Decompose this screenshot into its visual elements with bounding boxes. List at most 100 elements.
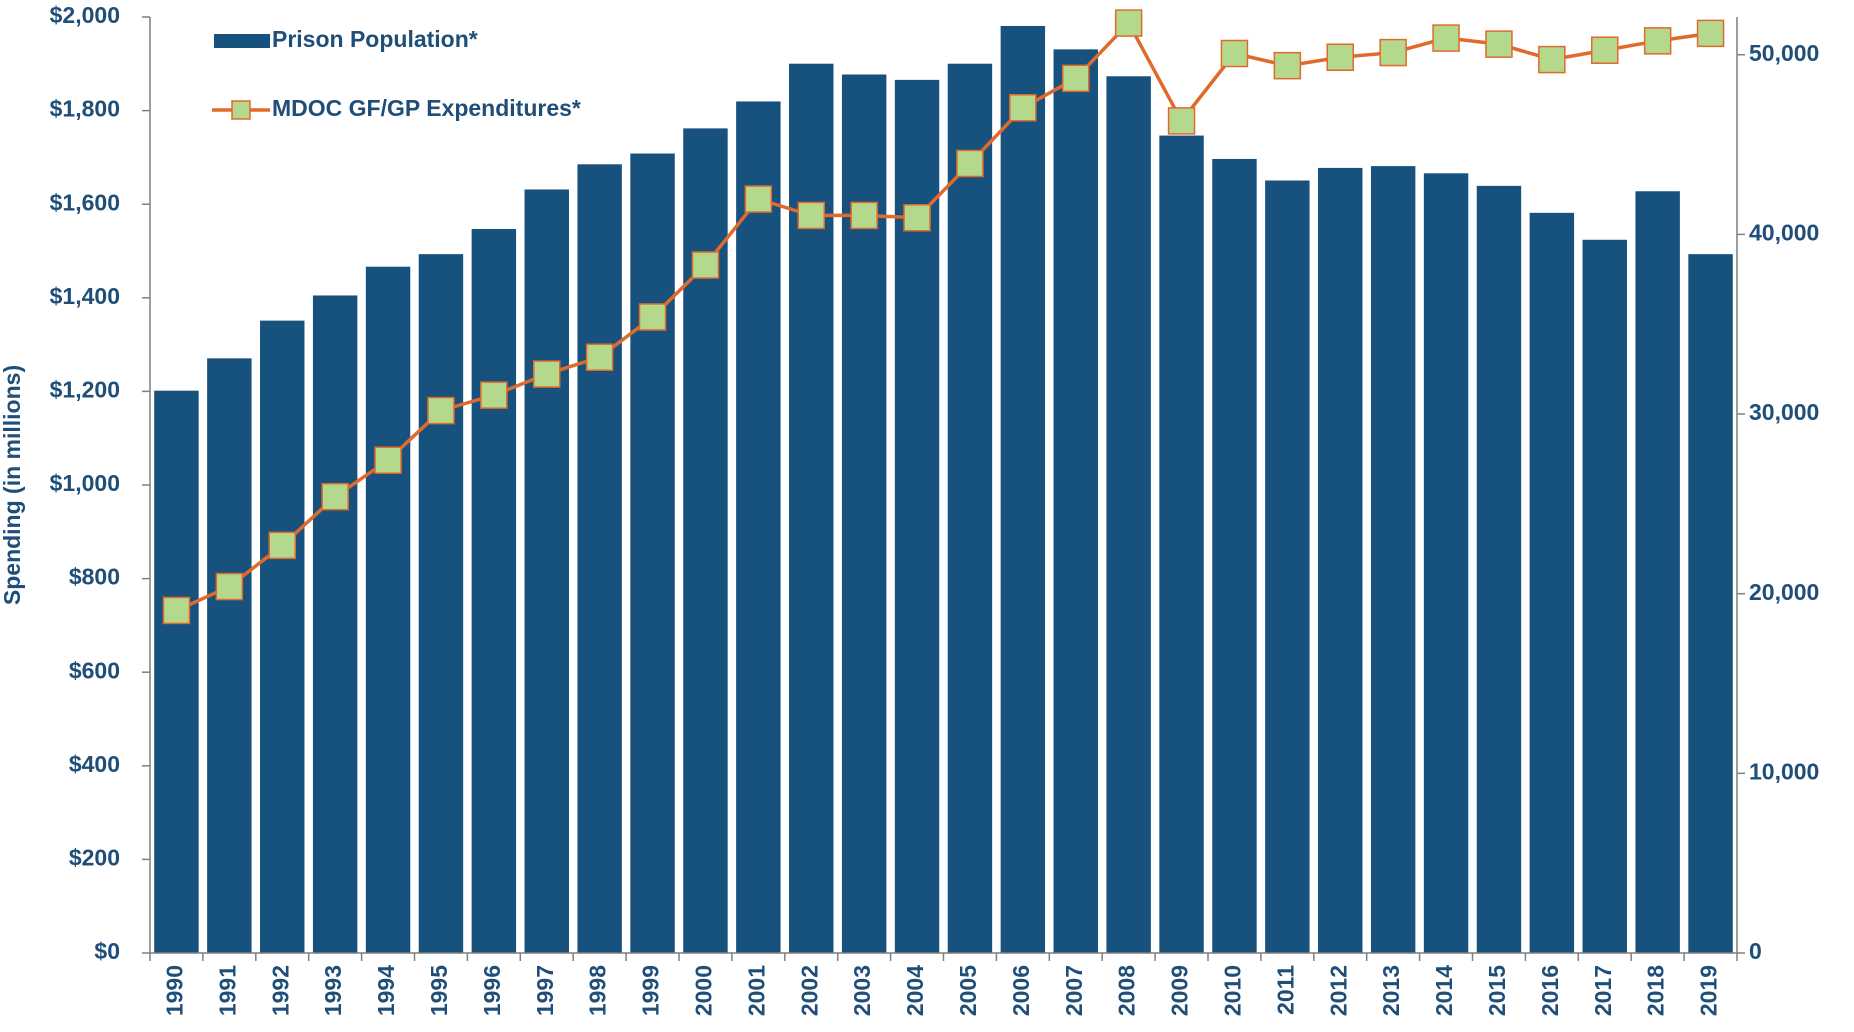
- y-tick-label: $600: [69, 657, 120, 683]
- x-tick-label: 2002: [796, 965, 822, 1016]
- y-tick-label: $1,000: [50, 470, 120, 496]
- marker: [797, 201, 825, 230]
- bar: [1159, 135, 1204, 954]
- x-tick-label: 2014: [1431, 965, 1457, 1016]
- x-tick-label: 1994: [373, 965, 399, 1016]
- bar: [1212, 158, 1257, 953]
- bar: [947, 63, 993, 953]
- x-tick-label: 2015: [1484, 965, 1510, 1016]
- y2-tick-label: 50,000: [1749, 40, 1819, 66]
- x-tick-label: 2003: [849, 965, 875, 1016]
- x-tick-label: 1993: [320, 965, 346, 1016]
- y2-tick-label: 30,000: [1749, 399, 1819, 425]
- x-tick-label: 2004: [902, 965, 928, 1016]
- marker: [162, 596, 191, 625]
- marker: [1167, 107, 1196, 135]
- bar: [1582, 239, 1627, 953]
- bar: [1476, 185, 1522, 953]
- marker: [691, 251, 720, 279]
- bar: [1529, 212, 1575, 953]
- bar: [1053, 49, 1098, 953]
- bar: [418, 254, 464, 954]
- marker: [744, 185, 773, 213]
- marker: [1643, 27, 1672, 55]
- y-tick-label: $1,400: [50, 283, 120, 309]
- marker: [585, 343, 614, 371]
- bar: [1318, 167, 1363, 953]
- y-tick-label: $400: [69, 751, 120, 777]
- x-tick-label: 2012: [1325, 965, 1351, 1016]
- y-tick-label: $1,600: [50, 189, 120, 215]
- bar: [1370, 166, 1416, 953]
- marker: [638, 303, 667, 331]
- x-tick-label: 2017: [1590, 965, 1616, 1016]
- x-tick-label: 2000: [691, 965, 717, 1016]
- y2-tick-label: 0: [1749, 938, 1762, 964]
- x-tick-label: 2005: [955, 965, 981, 1016]
- x-tick-label: 1999: [638, 965, 664, 1016]
- bar: [1688, 254, 1733, 954]
- marker: [1009, 94, 1037, 122]
- x-tick-label: 2007: [1061, 965, 1087, 1016]
- marker: [533, 360, 561, 388]
- marker: [1538, 45, 1566, 74]
- marker: [1273, 51, 1302, 80]
- marker: [850, 201, 878, 230]
- x-tick-label: 1998: [585, 965, 611, 1016]
- x-tick-label: 1995: [426, 965, 452, 1016]
- legend-swatch: [231, 100, 251, 120]
- marker: [215, 572, 244, 601]
- bar: [471, 228, 517, 954]
- marker: [1696, 19, 1725, 48]
- bar: [1000, 25, 1046, 953]
- bar: [524, 189, 569, 953]
- x-tick-label: 2006: [1008, 965, 1034, 1016]
- x-tick-label: 2013: [1378, 965, 1404, 1016]
- x-tick-label: 1996: [479, 965, 505, 1016]
- marker: [1591, 36, 1619, 64]
- marker: [268, 531, 296, 560]
- bar: [1423, 173, 1469, 953]
- y-tick-label: $0: [94, 938, 120, 964]
- x-tick-label: 2016: [1537, 965, 1563, 1016]
- marker: [1379, 38, 1407, 67]
- bar: [577, 164, 622, 953]
- bar: [1265, 180, 1310, 954]
- bar: [207, 358, 252, 953]
- x-tick-label: 2001: [743, 965, 769, 1016]
- bar: [154, 390, 199, 953]
- marker: [1062, 64, 1090, 93]
- x-tick-label: 1990: [162, 965, 188, 1016]
- bar: [1635, 191, 1680, 953]
- y2-tick-label: 10,000: [1749, 758, 1819, 784]
- x-tick-label: 2019: [1696, 965, 1722, 1016]
- x-tick-label: 2008: [1114, 965, 1140, 1016]
- bar: [736, 101, 781, 953]
- x-tick-label: 2011: [1272, 965, 1298, 1015]
- x-tick-label: 2018: [1643, 965, 1669, 1016]
- x-tick-label: 1992: [267, 965, 293, 1016]
- marker: [1114, 9, 1143, 37]
- x-tick-label: 1997: [532, 965, 558, 1016]
- bar: [365, 266, 411, 954]
- y-tick-label: $2,000: [50, 2, 120, 28]
- bar: [312, 295, 358, 953]
- y-tick-label: $800: [69, 564, 120, 590]
- marker: [321, 482, 349, 511]
- x-tick-label: 2009: [1167, 965, 1193, 1016]
- marker: [1220, 39, 1249, 68]
- bar: [260, 320, 305, 954]
- marker: [374, 446, 402, 474]
- marker: [1432, 24, 1460, 52]
- marker: [427, 396, 455, 425]
- x-tick-label: 2010: [1220, 965, 1246, 1016]
- bar: [1106, 76, 1151, 953]
- y2-tick-label: 40,000: [1749, 219, 1819, 245]
- legend-swatch: [214, 34, 270, 48]
- legend-label: Prison Population*: [272, 26, 478, 52]
- y-tick-label: $200: [69, 844, 120, 870]
- bar: [789, 63, 834, 953]
- marker: [480, 381, 508, 409]
- y-tick-label: $1,200: [50, 376, 120, 402]
